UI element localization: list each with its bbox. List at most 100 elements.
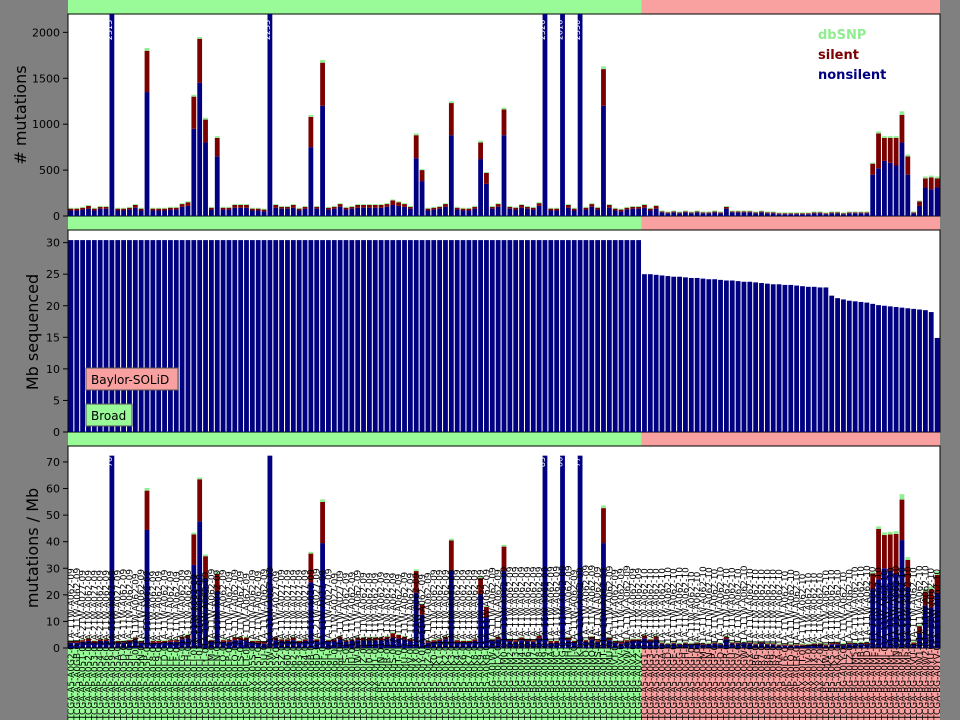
panel1-silent-bar-39 <box>296 208 302 211</box>
panel1-nonsilent-bar-83 <box>554 210 560 216</box>
panel1-dbsnp-bar-0 <box>68 207 74 209</box>
panel2-mb-bar-69 <box>472 240 478 432</box>
panel3-nonsilent-bar-101 <box>659 643 665 648</box>
panel2-mb-bar-94 <box>618 240 624 432</box>
panel1-dbsnp-bar-45 <box>331 205 337 207</box>
panel3-silent-bar-125 <box>800 644 805 646</box>
sample-label-17: TCGA-AP-A0LE-01A-11W-A062-09 <box>166 570 176 720</box>
panel1-nonsilent-bar-123 <box>788 214 794 216</box>
panel2-mb-bar-65 <box>448 240 454 432</box>
sample-label-36: TCGA-AX-A05Z-01A-11W-A027-09 <box>278 569 288 720</box>
panel1-dbsnp-bar-50 <box>361 204 366 205</box>
panel3-silent-bar-2 <box>80 640 86 642</box>
sample-label-78: TCGA-BG-A0M6-01A-11W-A062-09 <box>523 566 533 720</box>
panel3-silent-bar-115 <box>741 642 747 644</box>
panel1-dbsnp-bar-112 <box>723 205 729 207</box>
panel3-silent-bar-94 <box>618 641 624 644</box>
panel1-y-ticks: 0 500 1000 1500 2000 <box>32 26 68 223</box>
sample-label-53: TCGA-B5-A0JN-01A-11W-A062-09 <box>377 571 387 720</box>
panel2-mb-bar-109 <box>706 279 712 432</box>
sample-label-92: TCGA-BG-A0MU-01A-11W-A062-09 <box>605 565 615 720</box>
panel1-dbsnp-bar-78 <box>525 205 530 207</box>
panel3-nonsilent-bar-56 <box>396 638 402 648</box>
panel3-nonsilent-bar-31 <box>249 642 255 648</box>
panel1-silent-bar-49 <box>355 204 361 208</box>
panel3-silent-bar-52 <box>372 637 378 641</box>
panel3-silent-bar-8 <box>115 641 121 643</box>
panel3-silent-bar-141 <box>893 533 899 575</box>
panel1-dbsnp-bar-38 <box>290 204 296 205</box>
sample-label-37: TCGA-AX-A060-01A-11W-A027-09 <box>283 569 293 720</box>
panel3-dbsnp-bar-124 <box>794 643 800 645</box>
sample-label-9: TCGA-AP-A05D-01A-11W-A062-09 <box>120 569 130 720</box>
panel1-dbsnp-bar-44 <box>326 206 331 208</box>
panel3-silent-bar-83 <box>554 641 560 643</box>
sample-label-129: TCGA-B5-A0JW-01A-11W-A062-10 <box>822 570 832 720</box>
panel3-nonsilent-bar-76 <box>513 641 519 648</box>
sample-label-25: TCGA-AP-A0LN-01A-11W-A062-09 <box>213 569 223 720</box>
panel3-silent-bar-41 <box>308 553 314 583</box>
panel1-nonsilent-bar-19 <box>179 206 185 216</box>
panel1-silent-bar-136 <box>864 212 870 214</box>
panel2-tick-label-1: 5 <box>53 394 60 407</box>
panel2-mb-bar-84 <box>560 240 565 432</box>
panel2-mb-bar-135 <box>858 301 864 432</box>
panel2-mb-bar-68 <box>466 240 472 432</box>
panel3-silent-bar-130 <box>829 643 835 645</box>
panel3-dbsnp-bar-77 <box>519 636 524 638</box>
panel1-nonsilent-bar-42 <box>314 208 320 216</box>
panel3-silent-bar-69 <box>472 639 478 642</box>
sample-label-122: TCGA-AP-A0L6-01A-11W-A062-10 <box>781 570 791 720</box>
sample-label-114: TCGA-A5-A0GV-01A-11W-A062-10 <box>734 568 744 720</box>
panel1-nonsilent-bar-5 <box>97 208 103 216</box>
panel2-mb-bar-147 <box>928 312 934 432</box>
panel2-mb-bar-98 <box>642 274 647 432</box>
panel1-y-axis-title: # mutations <box>11 65 30 164</box>
panel3-dbsnp-bar-78 <box>525 638 530 640</box>
panel1-silent-bar-148 <box>934 178 940 188</box>
panel3-nonsilent-bar-110 <box>712 643 718 648</box>
sample-label-90: TCGA-BG-A0MS-01A-11W-A062-09 <box>594 566 604 720</box>
panel1-dbsnp-bar-5 <box>97 205 103 207</box>
panel1-silent-bar-118 <box>759 211 764 213</box>
panel2-mb-bar-96 <box>630 240 636 432</box>
panel2-mb-bar-103 <box>671 276 677 432</box>
panel1-silent-bar-73 <box>495 204 501 207</box>
panel1-dbsnp-bar-99 <box>647 207 653 209</box>
panel1-silent-bar-75 <box>507 206 513 209</box>
panel3-silent-bar-123 <box>788 644 794 646</box>
panel1-silent-bar-64 <box>443 204 448 207</box>
panel1-dbsnp-bar-113 <box>729 210 735 212</box>
panel3-silent-bar-23 <box>203 556 208 579</box>
panel2-mb-bar-4 <box>91 240 97 432</box>
panel3-silent-bar-27 <box>226 640 232 642</box>
panel1-silent-bar-54 <box>384 204 390 207</box>
panel3-silent-bar-49 <box>355 637 361 641</box>
panel1-nonsilent-bar-94 <box>618 211 624 216</box>
panel3-silent-bar-128 <box>817 643 823 645</box>
sample-label-104: TCGA-A5-A0GG-01A-11W-A062-10 <box>676 567 686 720</box>
panel1-dbsnp-bar-107 <box>694 210 700 212</box>
sample-label-58: TCGA-B5-A0JV-01A-11W-A062-09 <box>406 573 416 720</box>
panel3-silent-bar-104 <box>677 643 682 645</box>
panel3-silent-bar-73 <box>495 636 501 640</box>
panel3-dbsnp-bar-43 <box>320 499 325 502</box>
sample-label-105: TCGA-A5-A0GH-01A-11W-A062-10 <box>681 567 691 720</box>
panel2-mb-bar-14 <box>150 240 156 432</box>
panel3-silent-bar-37 <box>285 639 290 642</box>
panel2-mb-bar-23 <box>203 240 208 432</box>
panel1-silent-bar-112 <box>723 206 729 209</box>
panel3-dbsnp-bar-10 <box>127 639 132 641</box>
panel3-dbsnp-bar-6 <box>103 638 109 640</box>
panel2-mb-bar-86 <box>571 240 577 432</box>
panel3-tick-label-1: 10 <box>46 615 60 628</box>
panel1-nonsilent-bar-86 <box>571 210 577 216</box>
panel1-dbsnp-bar-118 <box>759 210 764 212</box>
panel3-nonsilent-bar-73 <box>495 639 501 648</box>
panel1-dbsnp-bar-102 <box>665 211 671 213</box>
panel1-silent-bar-5 <box>97 206 103 209</box>
panel1-dbsnp-bar-66 <box>454 206 460 208</box>
panel3-silent-bar-76 <box>513 640 519 642</box>
sample-label-118: TCGA-A5-A0R7-01A-11W-A062-10 <box>758 569 768 720</box>
panel1-nonsilent-bar-76 <box>513 209 519 216</box>
